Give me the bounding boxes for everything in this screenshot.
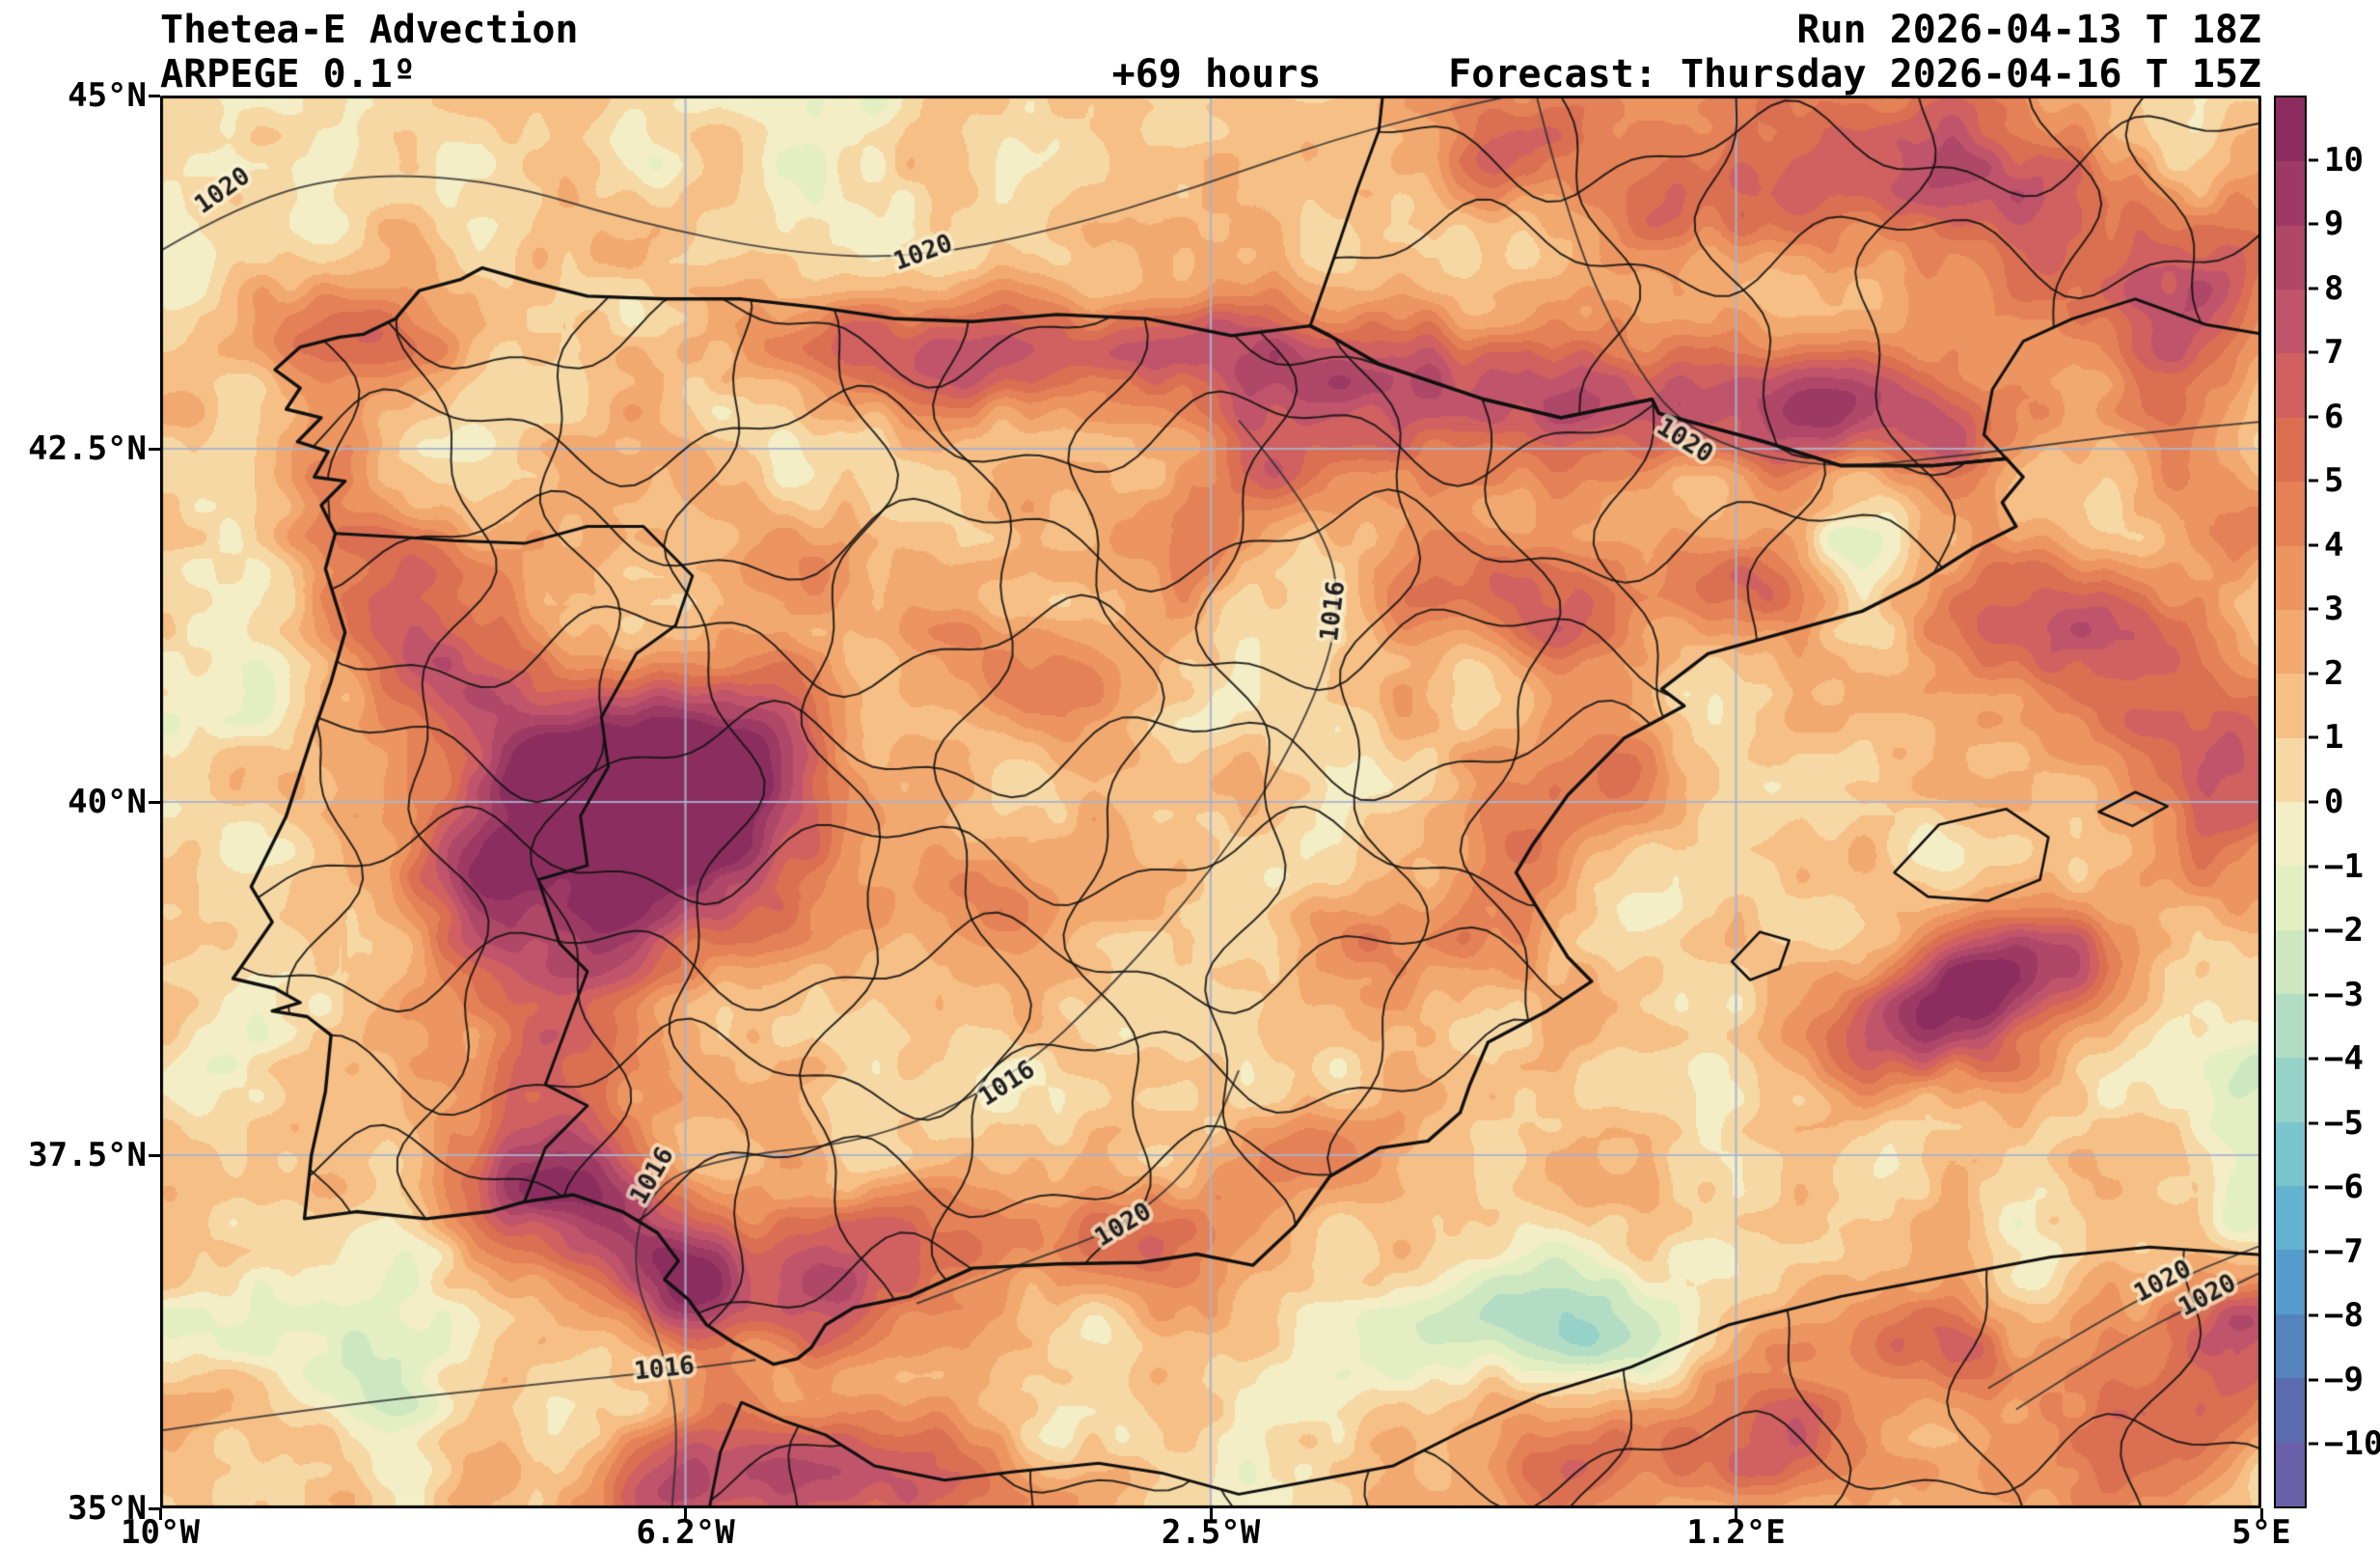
colorbar-tick-label: 5 (2324, 461, 2344, 501)
y-tick-label: 35°N (68, 1489, 147, 1528)
colorbar-tick-label: −10 (2324, 1424, 2380, 1464)
colorbar-tick-label: −2 (2324, 911, 2364, 951)
x-tick-mark (158, 1508, 162, 1520)
colorbar-band (2276, 609, 2305, 675)
model-label: ARPEGE 0.1º (160, 52, 416, 97)
colorbar-tick-mark (2309, 735, 2318, 739)
colorbar-tick-label: 1 (2324, 718, 2344, 758)
colorbar-band (2276, 801, 2305, 867)
colorbar-tick-mark (2309, 350, 2318, 354)
colorbar-band (2276, 1378, 2305, 1443)
colorbar-band (2276, 1121, 2305, 1187)
colorbar-tick-label: −6 (2324, 1168, 2364, 1207)
y-tick-mark (149, 447, 160, 451)
colorbar-band (2276, 545, 2305, 610)
x-tick-mark (1209, 1508, 1213, 1520)
colorbar-tick-label: 7 (2324, 333, 2344, 373)
colorbar-tick-mark (2309, 415, 2318, 419)
colorbar-band (2276, 1186, 2305, 1251)
colorbar-tick-label: −9 (2324, 1360, 2364, 1399)
x-tick-label: 5°E (2231, 1513, 2291, 1546)
y-tick-mark (149, 94, 160, 97)
colorbar-band (2276, 161, 2305, 226)
colorbar-tick-label: −4 (2324, 1039, 2364, 1079)
x-tick-label: 10°W (121, 1513, 200, 1546)
colorbar-tick-mark (2309, 800, 2318, 804)
colorbar-band (2276, 225, 2305, 290)
advection-map-canvas (160, 96, 2261, 1508)
colorbar-tick-mark (2309, 1442, 2318, 1446)
y-tick-label: 40°N (68, 783, 147, 821)
colorbar-tick-mark (2309, 607, 2318, 611)
colorbar-tick-label: 6 (2324, 397, 2344, 436)
colorbar-tick-label: 10 (2324, 140, 2364, 179)
map-plot-area (160, 96, 2261, 1508)
colorbar-tick-mark (2309, 1121, 2318, 1125)
colorbar-tick-label: −7 (2324, 1231, 2364, 1271)
x-tick-label: 6.2°W (636, 1513, 735, 1546)
y-tick-mark (149, 1506, 160, 1510)
colorbar-tick-mark (2309, 865, 2318, 869)
x-tick-mark (1735, 1508, 1737, 1520)
colorbar-tick-mark (2309, 158, 2318, 162)
colorbar-tick-mark (2309, 1057, 2318, 1061)
colorbar-tick-label: 0 (2324, 783, 2344, 821)
x-tick-label: 2.5°W (1161, 1513, 1261, 1546)
colorbar-band (2276, 1313, 2305, 1379)
colorbar-band (2276, 994, 2305, 1059)
y-tick-label: 42.5°N (28, 429, 147, 468)
forecast-label: Forecast: Thursday 2026-04-16 T 15Z (1448, 52, 2261, 97)
colorbar-band (2276, 1442, 2305, 1506)
colorbar-tick-label: −8 (2324, 1296, 2364, 1336)
colorbar-tick-mark (2309, 1378, 2318, 1382)
y-tick-mark (149, 800, 160, 804)
colorbar-tick-label: 3 (2324, 590, 2344, 629)
colorbar-tick-mark (2309, 928, 2318, 932)
x-tick-label: 1.2°E (1686, 1513, 1786, 1546)
colorbar-band (2276, 929, 2305, 995)
run-label: Run 2026-04-13 T 18Z (1796, 8, 2261, 52)
colorbar-band (2276, 866, 2305, 930)
colorbar-tick-mark (2309, 993, 2318, 997)
colorbar-band (2276, 674, 2305, 738)
colorbar-tick-label: 8 (2324, 268, 2344, 308)
colorbar-band (2276, 97, 2305, 162)
colorbar-tick-mark (2309, 1313, 2318, 1317)
colorbar-tick-mark (2309, 222, 2318, 226)
colorbar-band (2276, 1250, 2305, 1314)
chart-title: Thetea-E Advection (160, 8, 579, 52)
colorbar-tick-mark (2309, 479, 2318, 483)
colorbar-band (2276, 482, 2305, 546)
colorbar-band (2276, 1058, 2305, 1122)
colorbar-tick-label: −3 (2324, 975, 2364, 1014)
colorbar-tick-label: 4 (2324, 525, 2344, 565)
colorbar-tick-label: 9 (2324, 205, 2344, 244)
lead-time-label: +69 hours (1111, 52, 1322, 97)
colorbar-tick-mark (2309, 543, 2318, 547)
colorbar-tick-label: −5 (2324, 1103, 2364, 1143)
y-tick-label: 37.5°N (28, 1136, 147, 1174)
x-tick-mark (2259, 1508, 2263, 1520)
colorbar-band (2276, 417, 2305, 483)
colorbar-band (2276, 353, 2305, 418)
colorbar-tick-label: 2 (2324, 653, 2344, 693)
colorbar-tick-mark (2309, 287, 2318, 290)
colorbar (2274, 96, 2307, 1508)
colorbar-band (2276, 290, 2305, 354)
y-tick-label: 45°N (68, 76, 147, 115)
y-tick-mark (149, 1153, 160, 1157)
x-tick-mark (684, 1508, 687, 1520)
colorbar-tick-mark (2309, 1250, 2318, 1254)
colorbar-band (2276, 737, 2305, 802)
colorbar-tick-mark (2309, 1185, 2318, 1189)
colorbar-tick-mark (2309, 672, 2318, 676)
colorbar-tick-label: −1 (2324, 846, 2364, 886)
